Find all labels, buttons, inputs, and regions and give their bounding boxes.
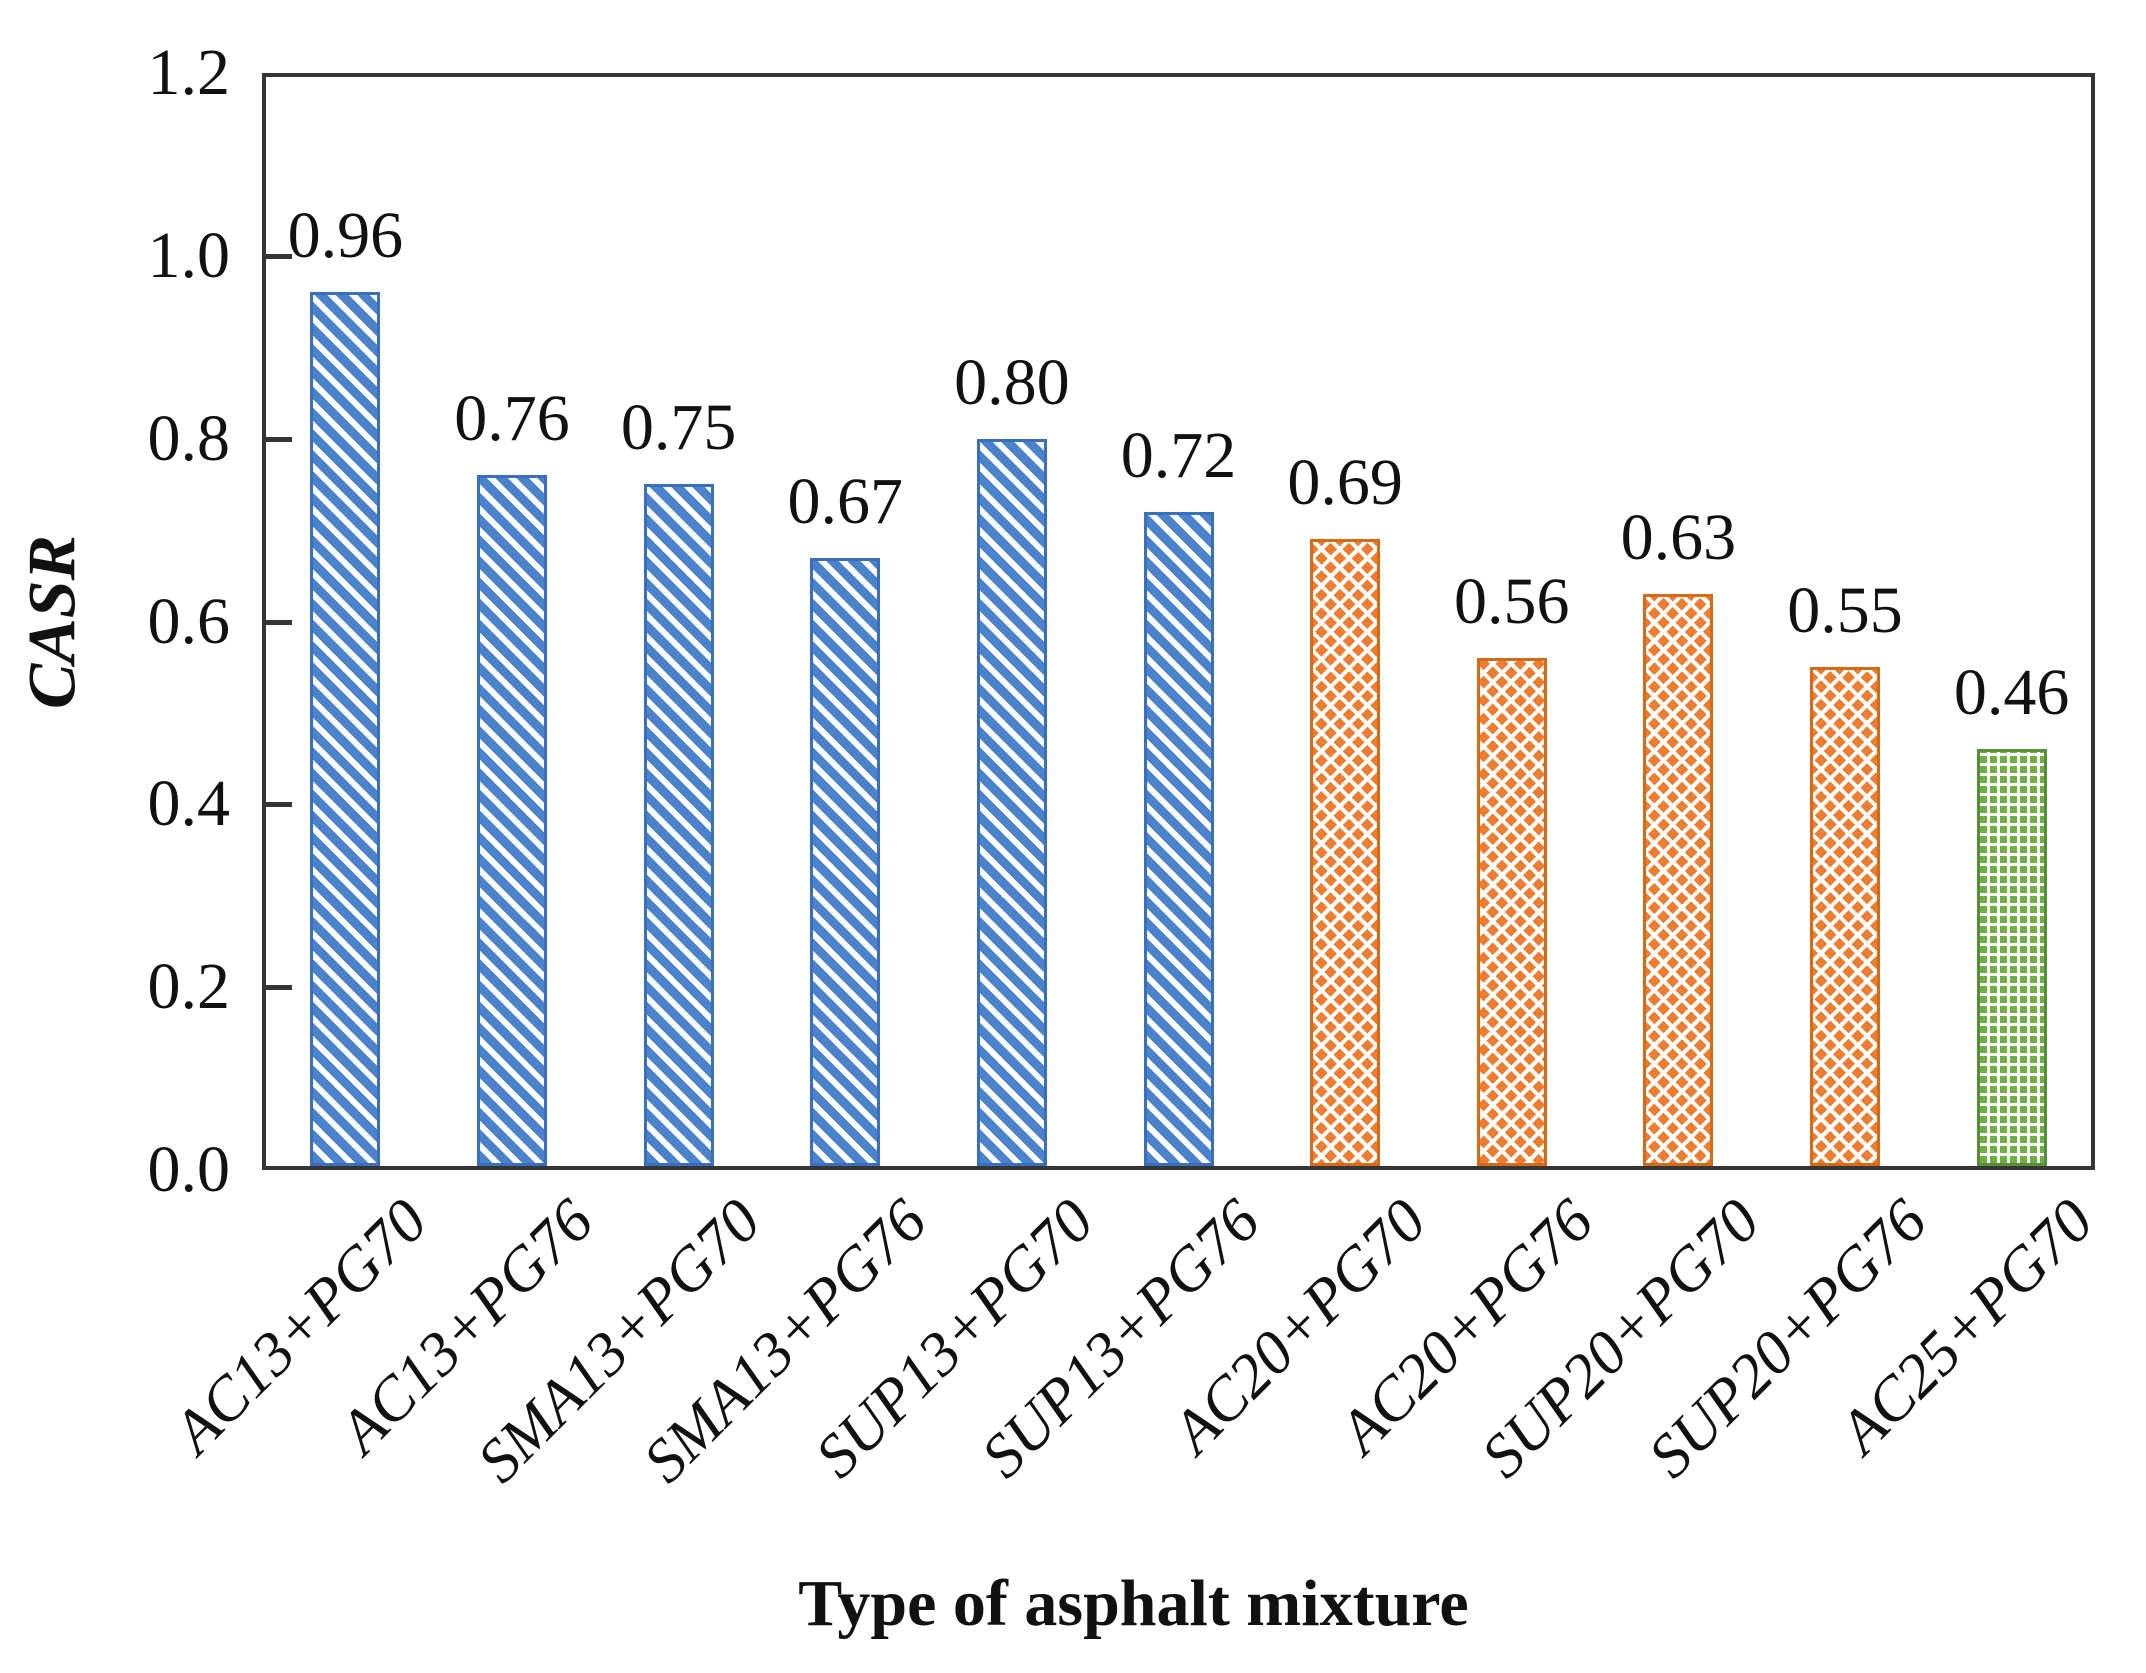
bar-SUP20+PG76 bbox=[1810, 667, 1881, 1166]
bar-value-label: 0.76 bbox=[454, 382, 570, 456]
y-axis-tick-label: 0.4 bbox=[147, 767, 231, 841]
bar-AC13+PG70 bbox=[310, 292, 381, 1166]
bar-value-label: 0.72 bbox=[1120, 418, 1237, 492]
y-axis-tick-mark bbox=[266, 253, 292, 259]
bar-SUP13+PG70 bbox=[976, 438, 1047, 1166]
bar-AC20+PG70 bbox=[1310, 539, 1381, 1166]
y-axis-tick-label: 0.8 bbox=[147, 401, 231, 475]
bar-value-label: 0.55 bbox=[1787, 574, 1903, 648]
bar-value-label: 0.80 bbox=[954, 345, 1070, 419]
bar-AC25+PG70 bbox=[1976, 749, 2047, 1166]
bar-value-label: 0.96 bbox=[287, 199, 404, 273]
bar-AC20+PG76 bbox=[1476, 658, 1547, 1166]
bar-SUP13+PG76 bbox=[1143, 511, 1214, 1166]
bar-value-label: 0.75 bbox=[620, 391, 737, 465]
bar-value-label: 0.67 bbox=[787, 464, 903, 538]
bar-AC13+PG76 bbox=[476, 475, 547, 1166]
bar-value-label: 0.46 bbox=[1953, 656, 2070, 730]
y-axis-tick-mark bbox=[266, 436, 292, 442]
bar-value-label: 0.56 bbox=[1454, 565, 1570, 639]
y-axis-tick-label: 1.2 bbox=[147, 36, 231, 109]
y-axis-tick-label: 1.0 bbox=[147, 218, 231, 292]
y-axis-tick-label: 0.6 bbox=[147, 584, 231, 658]
bar-value-label: 0.69 bbox=[1287, 446, 1403, 520]
y-axis-tick-label: 0.0 bbox=[147, 1133, 231, 1206]
y-axis-tick-mark bbox=[266, 802, 292, 808]
y-axis-tick-label: 0.2 bbox=[147, 950, 231, 1024]
bar-SMA13+PG70 bbox=[643, 484, 714, 1166]
bar-SMA13+PG76 bbox=[810, 557, 881, 1166]
y-axis-tick-mark bbox=[266, 985, 292, 991]
bar-SUP20+PG70 bbox=[1643, 594, 1714, 1166]
y-axis-tick-mark bbox=[266, 619, 292, 625]
bar-value-label: 0.63 bbox=[1620, 501, 1737, 575]
x-axis-title: Type of asphalt mixture bbox=[798, 1567, 1469, 1640]
